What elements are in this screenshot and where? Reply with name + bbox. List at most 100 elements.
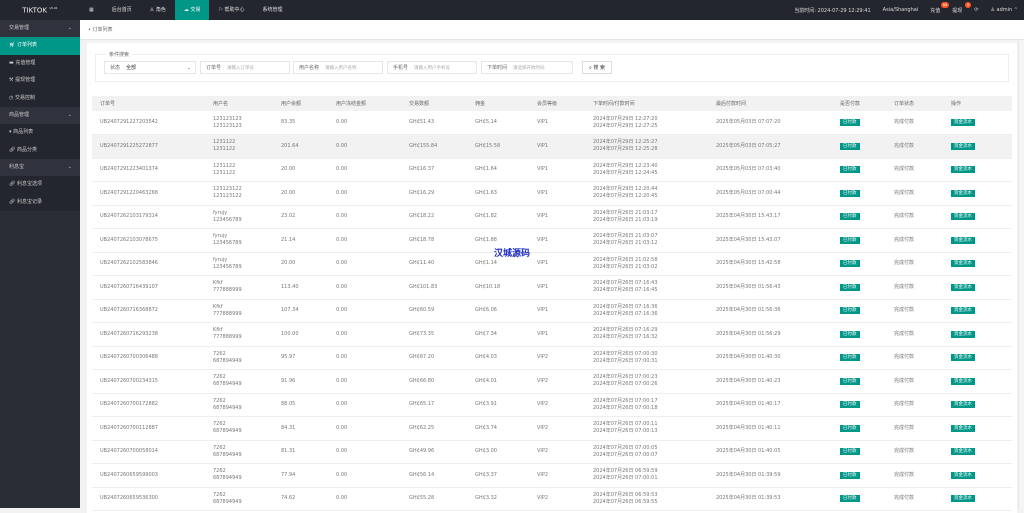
fund-flow-button[interactable]: 资金流水: [951, 213, 975, 221]
commission-text: GH₵4.03: [475, 354, 497, 361]
nav-role[interactable]: ♙ 角色: [149, 7, 166, 13]
frozen-amount-text: 0.00: [336, 495, 348, 502]
fund-flow-button[interactable]: 资金流水: [951, 495, 975, 503]
order-time-input[interactable]: 下单时间 请选择开始时间: [481, 61, 573, 74]
fund-flow-button[interactable]: 资金流水: [951, 119, 975, 126]
frozen-amount-text: 0.00: [336, 354, 348, 361]
frozen-amount-text: 0.00: [336, 471, 348, 478]
commission: GH₵4.01: [467, 369, 529, 394]
table-row: UB2407260700172882 7262 687894949 88.05 0.00…: [92, 393, 1012, 417]
recharge-link[interactable]: 充值 66: [930, 1, 950, 14]
table-row: UB2407291225272877 1231122 1231122 201.64 0.…: [92, 134, 1012, 159]
fund-flow-button[interactable]: 资金流水: [951, 142, 975, 150]
username-text: 123456789: [213, 216, 242, 223]
fund-flow-button[interactable]: 资金流水: [951, 236, 975, 244]
vip-level-text: VIP2: [537, 471, 549, 478]
fund-flow-button[interactable]: 资金流水: [951, 283, 975, 291]
nav-system[interactable]: 系统管理: [262, 7, 283, 13]
sidebar-item-interest-options[interactable]: 🔗︎ 利息宝选项: [0, 176, 80, 194]
paid-cell: 已付款: [832, 440, 886, 464]
fund-flow-button[interactable]: 资金流水: [951, 471, 975, 479]
commission: GH₵7.34: [467, 322, 529, 347]
order-number: UB2407262103179314: [92, 205, 205, 229]
search-button[interactable]: ⌕ 搜 索: [582, 61, 612, 74]
fund-flow-button[interactable]: 资金流水: [951, 401, 975, 409]
order-number: UB2407260716439107: [92, 275, 205, 300]
order-pay-time-text: 2024年07月29日 12:27:20: [593, 115, 658, 122]
fund-flow-button[interactable]: 资金流水: [951, 166, 975, 174]
order-pay-time: 2024年07月26日 07:00:23 2024年07月26日 07:00:26: [585, 369, 708, 394]
username-text: 687894949: [213, 381, 242, 388]
sidebar-item-interest-records[interactable]: 🔗︎ 利息宝记录: [0, 193, 80, 211]
frozen-amount: 0.00: [328, 346, 401, 370]
username-text: 687894949: [213, 404, 242, 411]
phone-input[interactable]: 手机号 请输入用户手机号: [387, 61, 477, 74]
username-input[interactable]: 用户名称 请输入用户名称: [293, 61, 383, 74]
balance-text: 81.31: [281, 448, 296, 455]
vip-level: VIP1: [529, 111, 585, 135]
withdraw-link[interactable]: 提现 5: [952, 1, 972, 14]
commission-text: GH₵1.82: [475, 213, 497, 220]
sidebar-item-goods-list[interactable]: ▾ 商品列表: [0, 124, 80, 142]
sidebar-item-orders[interactable]: 🛒︎ 订单列表: [0, 37, 80, 55]
username-text: fyrujy: [213, 209, 228, 216]
table-row: UB2407262103179314 fyrujy 123456789 23.02 0.…: [92, 205, 1012, 229]
column-header: 是否付款: [832, 96, 886, 111]
table-row: UB2407260700112887 7262 687894949 84.31 0.00…: [92, 416, 1012, 441]
link-icon: 🔗︎: [9, 181, 17, 187]
sidebar-item-trade-control[interactable]: ◷ 交易控制: [0, 89, 80, 107]
vip-level-text: VIP1: [537, 119, 549, 125]
order-number: UB2407260700058014: [92, 440, 205, 464]
fund-flow-button[interactable]: 资金流水: [951, 260, 975, 268]
fund-flow-button[interactable]: 资金流水: [951, 307, 975, 315]
table-row: UB2407260659599003 7262 687894949 77.94 0.00…: [92, 463, 1012, 488]
frozen-amount-text: 0.00: [336, 307, 348, 314]
sidebar-item-withdraw[interactable]: ⚒ 提现管理: [0, 72, 80, 90]
fund-flow-button[interactable]: 资金流水: [951, 448, 975, 456]
username: 1231122 1231122: [205, 134, 273, 159]
username: 7262 687894949: [205, 463, 273, 488]
nav-help[interactable]: ⚐ 帮助中心: [218, 7, 245, 13]
fund-flow-button[interactable]: 资金流水: [951, 189, 975, 197]
order-number-input[interactable]: 订单号 请输入订单号: [200, 61, 290, 74]
column-header: 用户冻结金额: [328, 96, 401, 111]
user-icon: ♙: [149, 7, 156, 13]
scrollbar[interactable]: [1018, 40, 1024, 508]
balance: 113.40: [273, 275, 328, 300]
table-row: UB2407291223401374 1231122 1231122 20.00 0.0…: [92, 158, 1012, 182]
username-text: Kfkf: [213, 327, 223, 334]
table-row: UB2407260700058014 7262 687894949 81.31 0.00…: [92, 440, 1012, 464]
vip-level-text: VIP2: [537, 377, 549, 384]
order-pay-time-text: 2024年07月26日 07:16:36: [593, 303, 658, 310]
username: 7262 687894949: [205, 416, 273, 441]
refresh-icon[interactable]: ⟳: [974, 7, 979, 13]
order-status: 完成付款: [886, 158, 943, 182]
fund-flow-button[interactable]: 资金流水: [951, 330, 975, 338]
monitor-icon: ▬: [9, 59, 16, 66]
order-status: 完成付款: [886, 275, 943, 300]
fund-flow-button[interactable]: 资金流水: [951, 354, 975, 362]
sidebar-group-trade[interactable]: 交易管理 ⌄: [0, 20, 80, 37]
nav-grid-button[interactable]: ▦: [80, 0, 103, 20]
table-row: UB2407262103078675 fyrujy 123456789 21.14 0.…: [92, 228, 1012, 253]
nav-trade[interactable]: ☁ 交易: [174, 0, 210, 20]
order-number: UB2407260659599003: [92, 463, 205, 488]
last-pay-time-text: 2025年04月30日 01:40:11: [716, 424, 781, 431]
sidebar-group-goods[interactable]: 商品管理 ⌄: [0, 107, 80, 124]
balance: 20.00: [273, 181, 328, 206]
user-menu[interactable]: ♙ admin ⌃: [990, 7, 1018, 13]
frozen-amount: 0.00: [328, 205, 401, 229]
order-pay-time-text: 2024年07月26日 21:03:12: [593, 240, 658, 247]
tab-orders[interactable]: • 订单列表: [88, 27, 113, 33]
username-text: 7262: [213, 444, 226, 451]
fund-flow-button[interactable]: 资金流水: [951, 424, 975, 432]
nav-home[interactable]: 后台首页: [111, 7, 132, 13]
sidebar-item-recharge[interactable]: ▬ 充值管理: [0, 54, 80, 72]
sidebar-item-goods-category[interactable]: 🔗︎ 商品分类: [0, 141, 80, 159]
sidebar-group-interest[interactable]: 利息宝 ⌄: [0, 159, 80, 176]
order-status-text: 完成付款: [894, 260, 915, 267]
status-select[interactable]: 状态 全部 ⌄: [104, 61, 196, 74]
order-pay-time: 2024年07月26日 07:00:17 2024年07月26日 07:00:18: [585, 393, 708, 417]
fund-flow-button[interactable]: 资金流水: [951, 377, 975, 385]
table-row: UB2407291220463268 123123122 123123122 20.0…: [92, 181, 1012, 206]
